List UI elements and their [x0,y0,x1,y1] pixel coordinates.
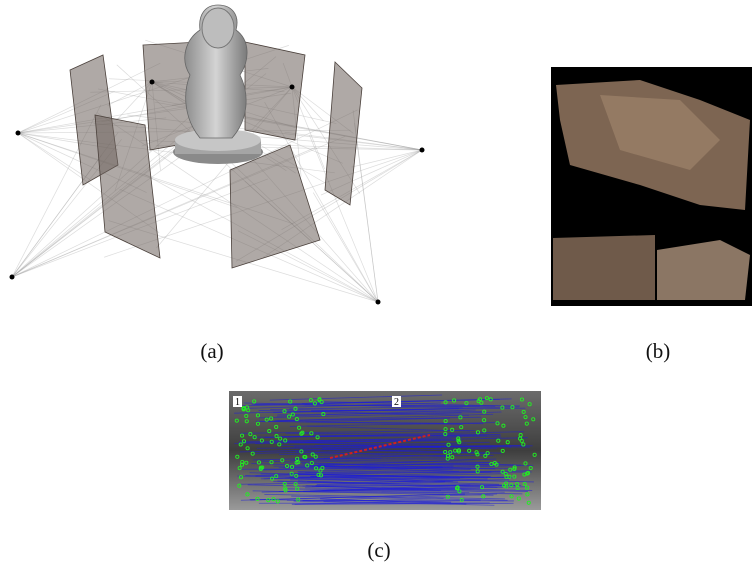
camera-center [420,148,425,153]
panel-label: (a) [200,339,223,363]
image-plane [245,42,305,140]
mosaic-patch [553,235,655,300]
image-tag: 1 [235,397,240,408]
figure: (a) (b) 1 2 (c) [0,0,752,569]
mosaic-patch [657,240,750,300]
image-plane [230,145,320,268]
image-tag: 2 [394,397,399,408]
camera-ray [352,150,422,167]
panel-label: (c) [367,538,390,562]
panel-b: (b) [551,67,752,363]
page: (a) (b) 1 2 (c) (() => { const data = JS… [0,0,752,569]
camera-center [376,300,381,305]
camera-center [290,85,295,90]
camera-center [16,131,21,136]
camera-center [10,275,15,280]
camera-center [150,80,155,85]
statue-head [202,8,234,48]
panel-label: (b) [646,339,671,363]
panel-c: 1 2 (c) [229,391,541,562]
image-plane [325,62,362,205]
panel-a: (a) [10,5,425,363]
